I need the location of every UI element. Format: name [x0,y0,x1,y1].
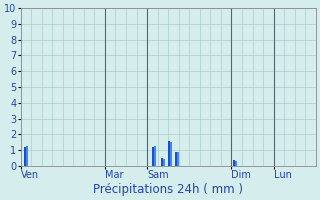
Bar [163,159,164,166]
Bar [177,152,179,166]
Bar [175,152,177,166]
Bar [168,141,170,166]
Bar [235,161,237,166]
Bar [24,147,26,166]
Bar [26,146,28,166]
Bar [161,158,163,166]
Bar [170,142,172,166]
Bar [152,147,154,166]
Bar [233,160,235,166]
X-axis label: Précipitations 24h ( mm ): Précipitations 24h ( mm ) [93,183,243,196]
Bar [154,146,156,166]
